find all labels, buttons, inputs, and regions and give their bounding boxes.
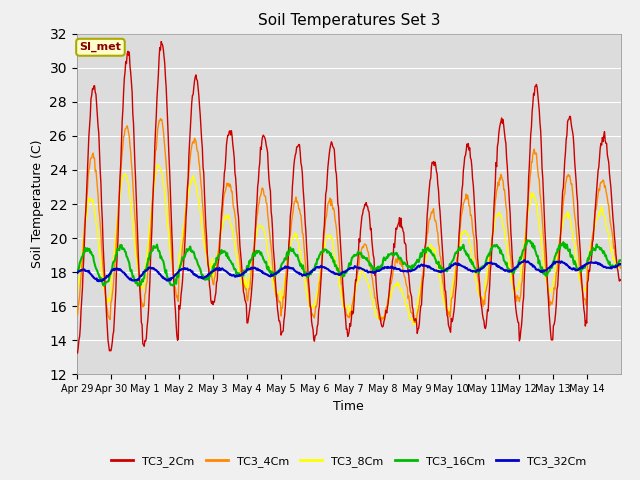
Legend: TC3_2Cm, TC3_4Cm, TC3_8Cm, TC3_16Cm, TC3_32Cm: TC3_2Cm, TC3_4Cm, TC3_8Cm, TC3_16Cm, TC3… xyxy=(107,451,591,471)
X-axis label: Time: Time xyxy=(333,400,364,413)
Text: SI_met: SI_met xyxy=(79,42,122,52)
Y-axis label: Soil Temperature (C): Soil Temperature (C) xyxy=(31,140,44,268)
Title: Soil Temperatures Set 3: Soil Temperatures Set 3 xyxy=(257,13,440,28)
